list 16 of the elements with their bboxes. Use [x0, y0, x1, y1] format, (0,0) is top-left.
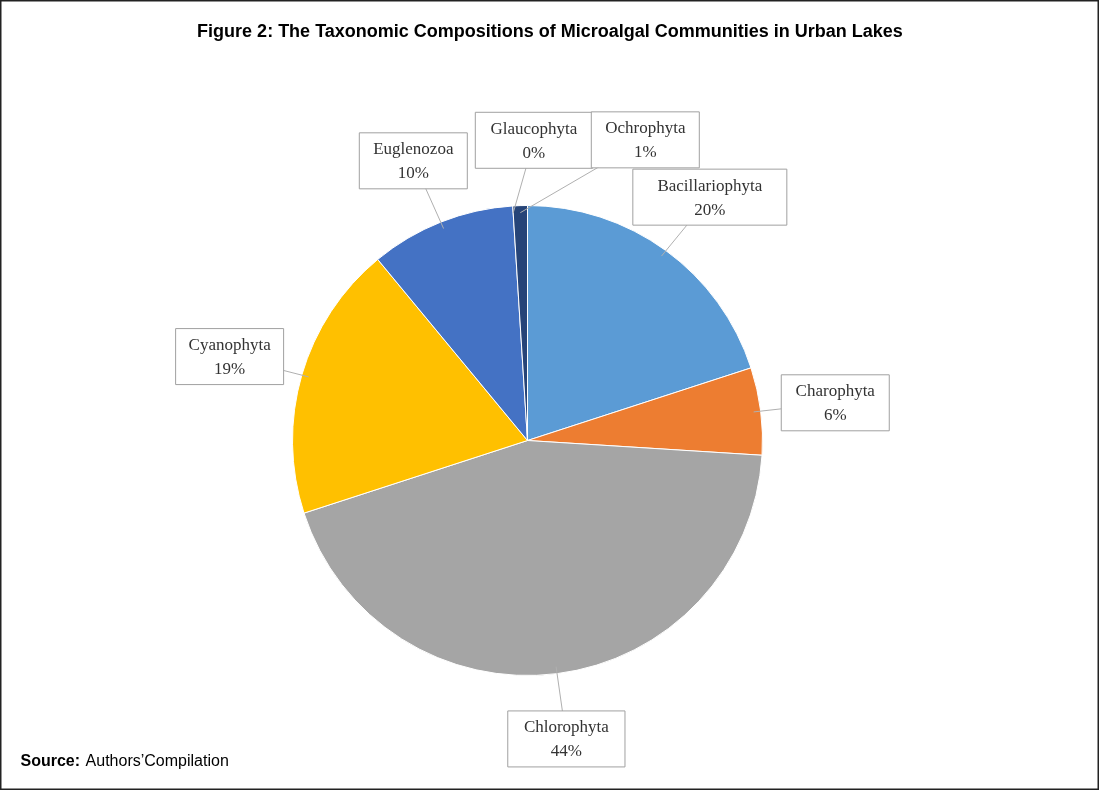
data-label: 6% [823, 405, 847, 425]
slice-label: Cyanophyta [188, 335, 272, 355]
source-note: Source: Authors’Compilation [20, 752, 229, 769]
category-label: Glaucophyta [490, 118, 578, 138]
slice-label: Charophyta [795, 381, 876, 401]
data-label: 20% [694, 199, 726, 219]
slice-label: Euglenozoa [373, 139, 454, 159]
slice-label: Chlorophyta [523, 717, 610, 737]
slice-label: Bacillariophyta [657, 175, 763, 195]
data-label: 19% [214, 359, 246, 379]
chart-title: Figure 2: The Taxonomic Compositions of Microalgal Communities in Urban Lakes [197, 20, 903, 41]
data-label: 10% [397, 163, 429, 183]
data-label: 44% [550, 741, 582, 761]
data-label: 1% [633, 142, 657, 162]
text: 0% [522, 142, 546, 162]
slice-label: Ochrophyta [605, 118, 686, 138]
